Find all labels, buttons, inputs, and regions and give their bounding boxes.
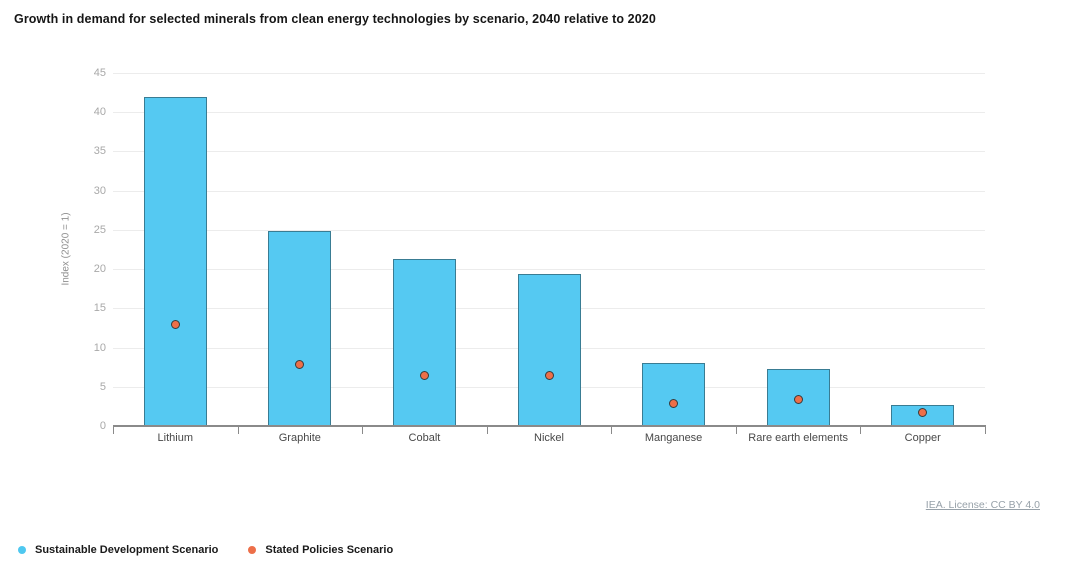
gridline-20 bbox=[113, 269, 985, 271]
axis-tick-1 bbox=[238, 427, 239, 434]
axis-tick-5 bbox=[736, 427, 737, 434]
xlabel-nickel: Nickel bbox=[534, 432, 564, 444]
legend-dot-sds-icon bbox=[18, 546, 26, 554]
xlabel-cobalt: Cobalt bbox=[408, 432, 441, 444]
axis-tick-3 bbox=[487, 427, 488, 434]
gridline-25 bbox=[113, 229, 985, 231]
ytick-label-10: 10 bbox=[93, 341, 106, 354]
legend-label-sds: Sustainable Development Scenario bbox=[35, 544, 219, 556]
xlabel-copper: Copper bbox=[904, 432, 941, 444]
dot-lithium[interactable] bbox=[170, 320, 180, 330]
dot-nickel[interactable] bbox=[544, 370, 554, 380]
xlabel-rare-earth-elements: Rare earth elements bbox=[748, 432, 848, 444]
legend-dot-steps-icon bbox=[248, 546, 257, 554]
x-axis-category-labels: Lithium Graphite Cobalt Nickel Manganese Rare… bbox=[113, 432, 985, 448]
bar-cobalt[interactable] bbox=[392, 258, 456, 426]
ytick-label-15: 15 bbox=[93, 302, 106, 315]
bar-manganese[interactable] bbox=[642, 363, 706, 426]
dot-cobalt[interactable] bbox=[419, 371, 429, 381]
axis-tick-0 bbox=[113, 427, 114, 434]
gridline-30 bbox=[113, 190, 985, 192]
ytick-label-40: 40 bbox=[93, 106, 106, 119]
gridline-40 bbox=[113, 112, 985, 114]
ytick-label-20: 20 bbox=[93, 263, 106, 276]
x-axis-line bbox=[113, 425, 986, 427]
chart-legend: Sustainable Development Scenario Stated … bbox=[18, 544, 393, 556]
axis-tick-4 bbox=[611, 427, 612, 434]
axis-tick-7 bbox=[985, 427, 986, 434]
bar-graphite[interactable] bbox=[268, 231, 332, 426]
ytick-label-45: 45 bbox=[93, 67, 106, 79]
gridline-45 bbox=[113, 73, 985, 74]
gridline-35 bbox=[113, 151, 985, 153]
ytick-label-30: 30 bbox=[93, 184, 106, 197]
bar-rare-earth-elements[interactable] bbox=[766, 368, 830, 426]
plot-area bbox=[113, 73, 985, 426]
legend-item-stated-policies[interactable]: Stated Policies Scenario bbox=[248, 544, 393, 556]
xlabel-lithium: Lithium bbox=[157, 432, 194, 444]
chart-title: Growth in demand for selected minerals f… bbox=[14, 12, 656, 26]
ytick-label-35: 35 bbox=[93, 145, 106, 158]
dot-manganese[interactable] bbox=[669, 398, 679, 408]
dot-copper[interactable] bbox=[918, 408, 928, 418]
y-axis-tick-labels: 0 5 10 15 20 25 30 35 40 45 bbox=[0, 67, 106, 432]
axis-tick-6 bbox=[860, 427, 861, 434]
xlabel-graphite: Graphite bbox=[278, 432, 321, 444]
ytick-label-25: 25 bbox=[93, 223, 106, 236]
dot-rare-earth-elements[interactable] bbox=[793, 394, 803, 404]
source-license-link[interactable]: IEA. License: CC BY 4.0 bbox=[925, 499, 1040, 511]
legend-item-sustainable-development[interactable]: Sustainable Development Scenario bbox=[18, 544, 218, 556]
ytick-label-5: 5 bbox=[99, 380, 106, 393]
ytick-label-0: 0 bbox=[99, 420, 106, 432]
bar-lithium[interactable] bbox=[143, 96, 207, 426]
legend-label-steps: Stated Policies Scenario bbox=[265, 544, 394, 556]
axis-tick-2 bbox=[362, 427, 363, 434]
xlabel-manganese: Manganese bbox=[644, 432, 703, 444]
bar-nickel[interactable] bbox=[517, 273, 581, 426]
dot-graphite[interactable] bbox=[295, 360, 305, 370]
